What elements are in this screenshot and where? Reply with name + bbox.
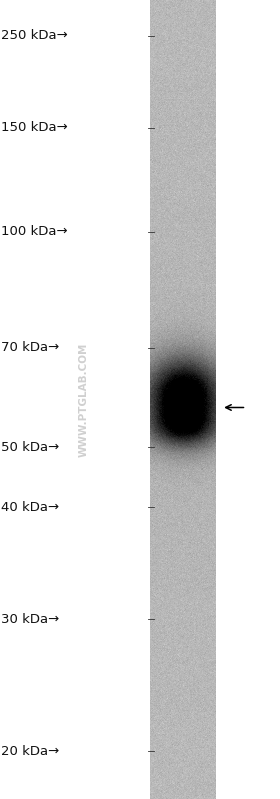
Text: WWW.PTGLAB.COM: WWW.PTGLAB.COM	[79, 342, 89, 457]
Text: 70 kDa→: 70 kDa→	[1, 341, 60, 354]
Text: 40 kDa→: 40 kDa→	[1, 501, 60, 514]
Text: 20 kDa→: 20 kDa→	[1, 745, 60, 757]
Text: 100 kDa→: 100 kDa→	[1, 225, 68, 238]
Text: 50 kDa→: 50 kDa→	[1, 441, 60, 454]
Text: 30 kDa→: 30 kDa→	[1, 613, 60, 626]
Text: 150 kDa→: 150 kDa→	[1, 121, 68, 134]
Text: 250 kDa→: 250 kDa→	[1, 30, 68, 42]
